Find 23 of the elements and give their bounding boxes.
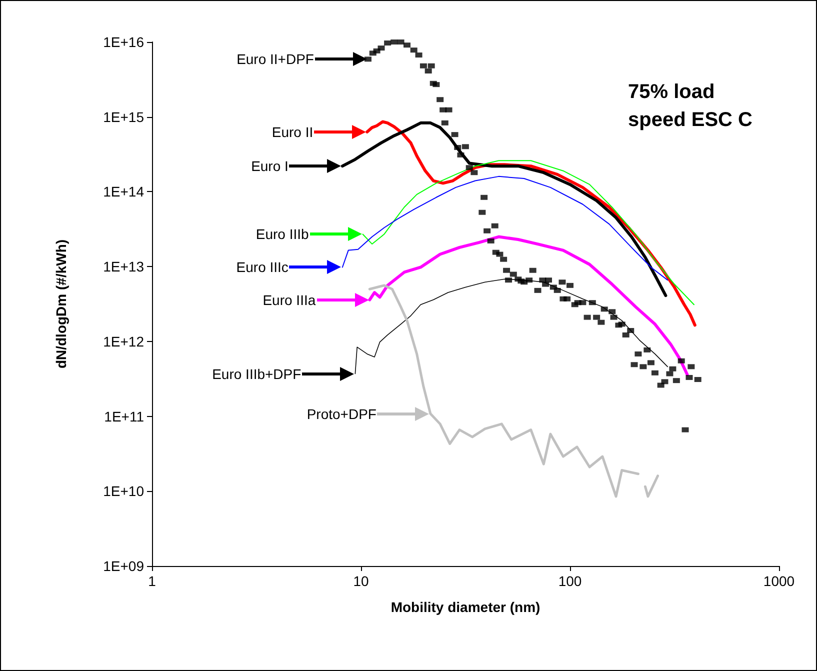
legend-label: Euro IIIc <box>236 259 288 276</box>
legend-label: Euro IIIb+DPF <box>212 366 302 382</box>
y-tick-label: 1E+16 <box>103 34 144 50</box>
y-tick-label: 1E+11 <box>104 408 144 424</box>
x-tick-label: 1 <box>148 573 156 589</box>
x-tick-label: 10 <box>353 573 369 589</box>
text: 75% load speed ESC C <box>628 81 752 131</box>
y-tick-label: 1E+10 <box>103 483 144 500</box>
y-tick-label: 1E+15 <box>103 108 144 125</box>
y-tick-label: 1E+09 <box>103 558 144 574</box>
y-tick-label: 1E+14 <box>103 184 144 200</box>
y-tick-label: 1E+13 <box>103 258 144 275</box>
y-tick-label: 1E+12 <box>103 333 144 350</box>
legend-label: Euro IIIb <box>256 226 309 242</box>
legend-label: Euro I <box>251 158 288 174</box>
x-axis-title: Mobility diameter (nm) <box>390 599 540 615</box>
y-axis-title: dN/dlogDm (#/kWh) <box>53 239 69 369</box>
x-tick-label: 1000 <box>763 573 795 589</box>
legend-label: Proto+DPF <box>306 406 376 422</box>
x-tick-label: 100 <box>558 573 582 589</box>
legend-label: Euro II+DPF <box>236 51 314 68</box>
legend-label: Euro IIIa <box>262 292 316 308</box>
legend-label: Euro II <box>272 124 314 140</box>
